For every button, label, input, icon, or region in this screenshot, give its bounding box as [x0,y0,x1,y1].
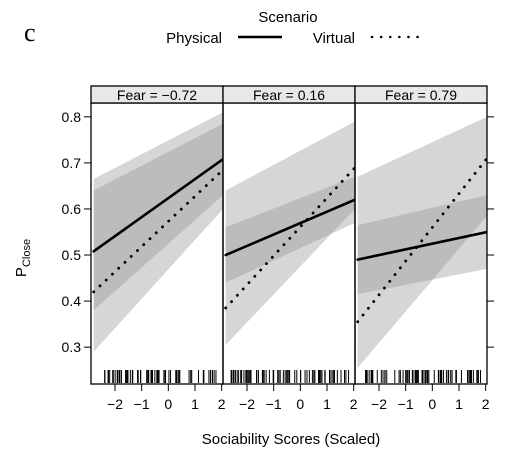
x-tick-label: 1 [323,396,331,412]
x-tick-label: 1 [455,396,463,412]
x-tick-label: −1 [266,396,282,412]
y-tick-label: 0.4 [62,293,82,309]
y-tick-label: 0.8 [62,109,82,125]
y-axis-label: PClose [13,239,33,277]
y-tick-label: 0.7 [62,155,82,171]
legend-label-physical: Physical [166,30,222,47]
strip-label: Fear = 0.79 [385,87,457,103]
strip-label: Fear = −0.72 [117,87,197,103]
x-tick-label: −1 [134,396,150,412]
panel-body [356,116,487,383]
fit-line-virtual [356,156,487,324]
panel-1: Fear = −0.72 [90,85,224,385]
x-tick-label: −1 [398,396,414,412]
x-axis-label: Sociability Scores (Scaled) [202,431,380,448]
rug [365,370,482,383]
panel-body [92,112,223,383]
y-axis: PClose 0.3 0.4 0.5 0.6 0.7 0.8 [13,109,494,355]
y-ticks: 0.3 0.4 0.5 0.6 0.7 0.8 [62,109,494,355]
y-axis-label-main: P [13,267,30,277]
confidence-band-virtual [93,112,223,352]
y-tick-label: 0.5 [62,247,82,263]
panel-3: Fear = 0.79 [354,85,488,385]
legend: Scenario Physical Virtual [166,9,424,47]
panels: Fear = −0.72 Fear = 0.16 Fear = 0.79 [90,85,488,385]
rug [230,370,350,383]
x-tick-label: 2 [482,396,490,412]
confidence-band-virtual [357,116,487,368]
rug [104,370,217,383]
x-tick-label: 0 [296,396,304,412]
fit-line-virtual [224,166,355,310]
x-ticks: −2 −1 0 1 2 −2 −1 0 1 2 −2 −1 0 1 2 [107,384,490,412]
panel-2: Fear = 0.16 [222,85,356,385]
x-tick-label: 1 [191,396,199,412]
fit-line-physical [224,198,355,257]
fit-line-physical [356,230,487,261]
confidence-band-virtual [225,121,355,345]
fit-line-physical [92,157,223,253]
x-tick-label: −2 [239,396,255,412]
x-tick-label: 2 [218,396,226,412]
x-tick-label: 0 [428,396,436,412]
confidence-band-physical [225,176,355,283]
x-tick-label: −2 [371,396,387,412]
y-tick-label: 0.3 [62,339,82,355]
strip-label: Fear = 0.16 [253,87,325,103]
legend-label-virtual: Virtual [313,30,355,47]
legend-title: Scenario [258,9,317,26]
confidence-band-physical [93,123,223,311]
y-tick-label: 0.6 [62,201,82,217]
panel-body [224,121,355,383]
x-tick-label: −2 [107,396,123,412]
x-tick-label: 0 [164,396,172,412]
x-tick-label: 2 [350,396,358,412]
x-axis: Sociability Scores (Scaled) −2 −1 0 1 2 −2 −1 0… [107,384,490,448]
figure-letter: c [24,18,36,47]
y-axis-label-sub: Close [21,239,33,267]
strip-background [354,85,488,104]
